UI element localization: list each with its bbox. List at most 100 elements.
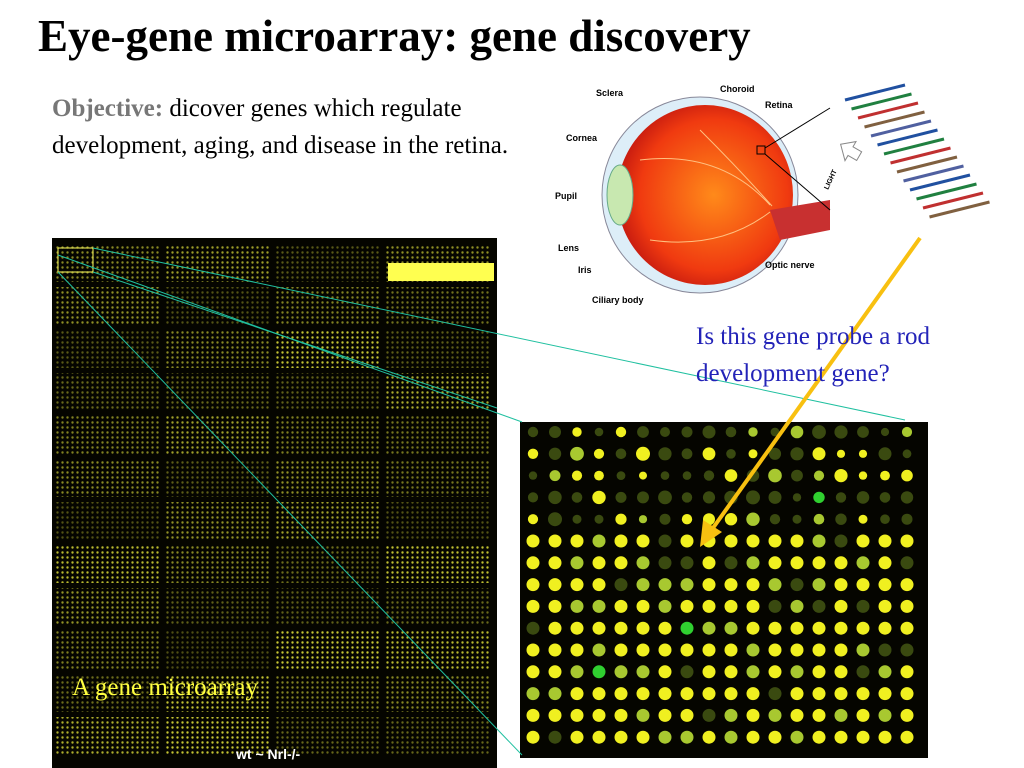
array-block bbox=[386, 459, 490, 497]
retina-cell bbox=[896, 155, 958, 174]
spot bbox=[594, 427, 604, 437]
spot bbox=[746, 556, 760, 570]
spot bbox=[660, 427, 670, 437]
array-block bbox=[276, 674, 380, 712]
array-block bbox=[386, 631, 490, 669]
array-block bbox=[56, 631, 160, 669]
spot bbox=[548, 447, 562, 460]
zoom-lines bbox=[57, 247, 906, 756]
spot bbox=[836, 449, 846, 458]
spot bbox=[702, 447, 716, 461]
spot bbox=[658, 730, 672, 744]
spot bbox=[834, 730, 848, 744]
spot bbox=[834, 556, 848, 570]
array-block bbox=[166, 631, 270, 669]
spot bbox=[768, 556, 782, 570]
arrow bbox=[706, 236, 922, 537]
objective: Objective: dicover genes which regulate … bbox=[52, 90, 522, 164]
spot bbox=[834, 621, 848, 635]
spot bbox=[636, 621, 650, 635]
spot bbox=[680, 643, 694, 657]
spot bbox=[858, 449, 868, 458]
array-block bbox=[386, 287, 490, 325]
spot bbox=[614, 665, 628, 679]
objective-text: dicover genes which regulate development… bbox=[52, 95, 509, 159]
spot bbox=[812, 730, 826, 744]
spot bbox=[593, 448, 605, 459]
spot bbox=[528, 471, 538, 480]
array-label: wt ~ Nrl-/- bbox=[235, 746, 301, 762]
spot bbox=[856, 643, 870, 657]
spot bbox=[790, 556, 804, 570]
array-block bbox=[276, 588, 380, 626]
spot bbox=[746, 643, 760, 657]
spot bbox=[834, 534, 848, 548]
spot bbox=[526, 730, 540, 744]
retina-cell bbox=[857, 101, 919, 120]
spot bbox=[592, 708, 606, 722]
spot bbox=[746, 534, 760, 548]
spot bbox=[769, 514, 781, 525]
spot bbox=[570, 578, 584, 592]
spot bbox=[548, 708, 562, 722]
spot bbox=[746, 687, 760, 701]
spot bbox=[592, 687, 606, 701]
spot bbox=[548, 556, 562, 570]
spot bbox=[570, 446, 584, 461]
bright-band bbox=[388, 263, 494, 281]
spot bbox=[768, 578, 782, 592]
spot bbox=[658, 621, 672, 635]
array-block bbox=[276, 717, 380, 755]
spot bbox=[615, 491, 627, 503]
spot bbox=[636, 599, 650, 613]
spot bbox=[812, 534, 826, 548]
array-block bbox=[56, 459, 160, 497]
array-block bbox=[166, 373, 270, 411]
array-block bbox=[166, 588, 270, 626]
array-block bbox=[276, 631, 380, 669]
spot bbox=[526, 578, 540, 592]
spot bbox=[527, 514, 539, 525]
array-block bbox=[386, 502, 490, 540]
spot bbox=[592, 665, 606, 679]
spot bbox=[724, 534, 738, 548]
spot bbox=[792, 514, 802, 524]
spot bbox=[856, 534, 870, 548]
spot bbox=[570, 534, 584, 548]
spot bbox=[702, 643, 716, 657]
spot bbox=[880, 470, 890, 481]
spot bbox=[724, 469, 738, 482]
spot bbox=[813, 513, 825, 525]
spot bbox=[527, 448, 539, 459]
spot bbox=[571, 492, 583, 503]
spot bbox=[615, 448, 627, 460]
spot bbox=[592, 643, 606, 657]
spot bbox=[724, 599, 738, 613]
spot bbox=[549, 470, 561, 482]
spot bbox=[681, 492, 693, 503]
spot bbox=[834, 425, 848, 439]
array-caption: A gene microarray bbox=[72, 674, 259, 701]
spot bbox=[614, 621, 628, 635]
spot bbox=[571, 470, 583, 481]
array-block bbox=[166, 416, 270, 454]
eye-label: LIGHT bbox=[823, 168, 839, 191]
spot bbox=[748, 449, 758, 459]
spot bbox=[748, 427, 758, 437]
spot bbox=[878, 665, 892, 679]
spot bbox=[680, 599, 694, 613]
array-block bbox=[56, 416, 160, 454]
spot bbox=[834, 708, 848, 722]
spot bbox=[636, 643, 650, 657]
spot bbox=[724, 643, 738, 657]
eye-label: Retina bbox=[765, 100, 794, 110]
spot bbox=[592, 599, 606, 613]
spot bbox=[680, 730, 694, 744]
spot bbox=[680, 556, 694, 570]
spot bbox=[526, 665, 540, 679]
spot bbox=[878, 599, 892, 613]
spot bbox=[900, 534, 914, 548]
array-block bbox=[276, 287, 380, 325]
retina-cell bbox=[922, 191, 984, 210]
